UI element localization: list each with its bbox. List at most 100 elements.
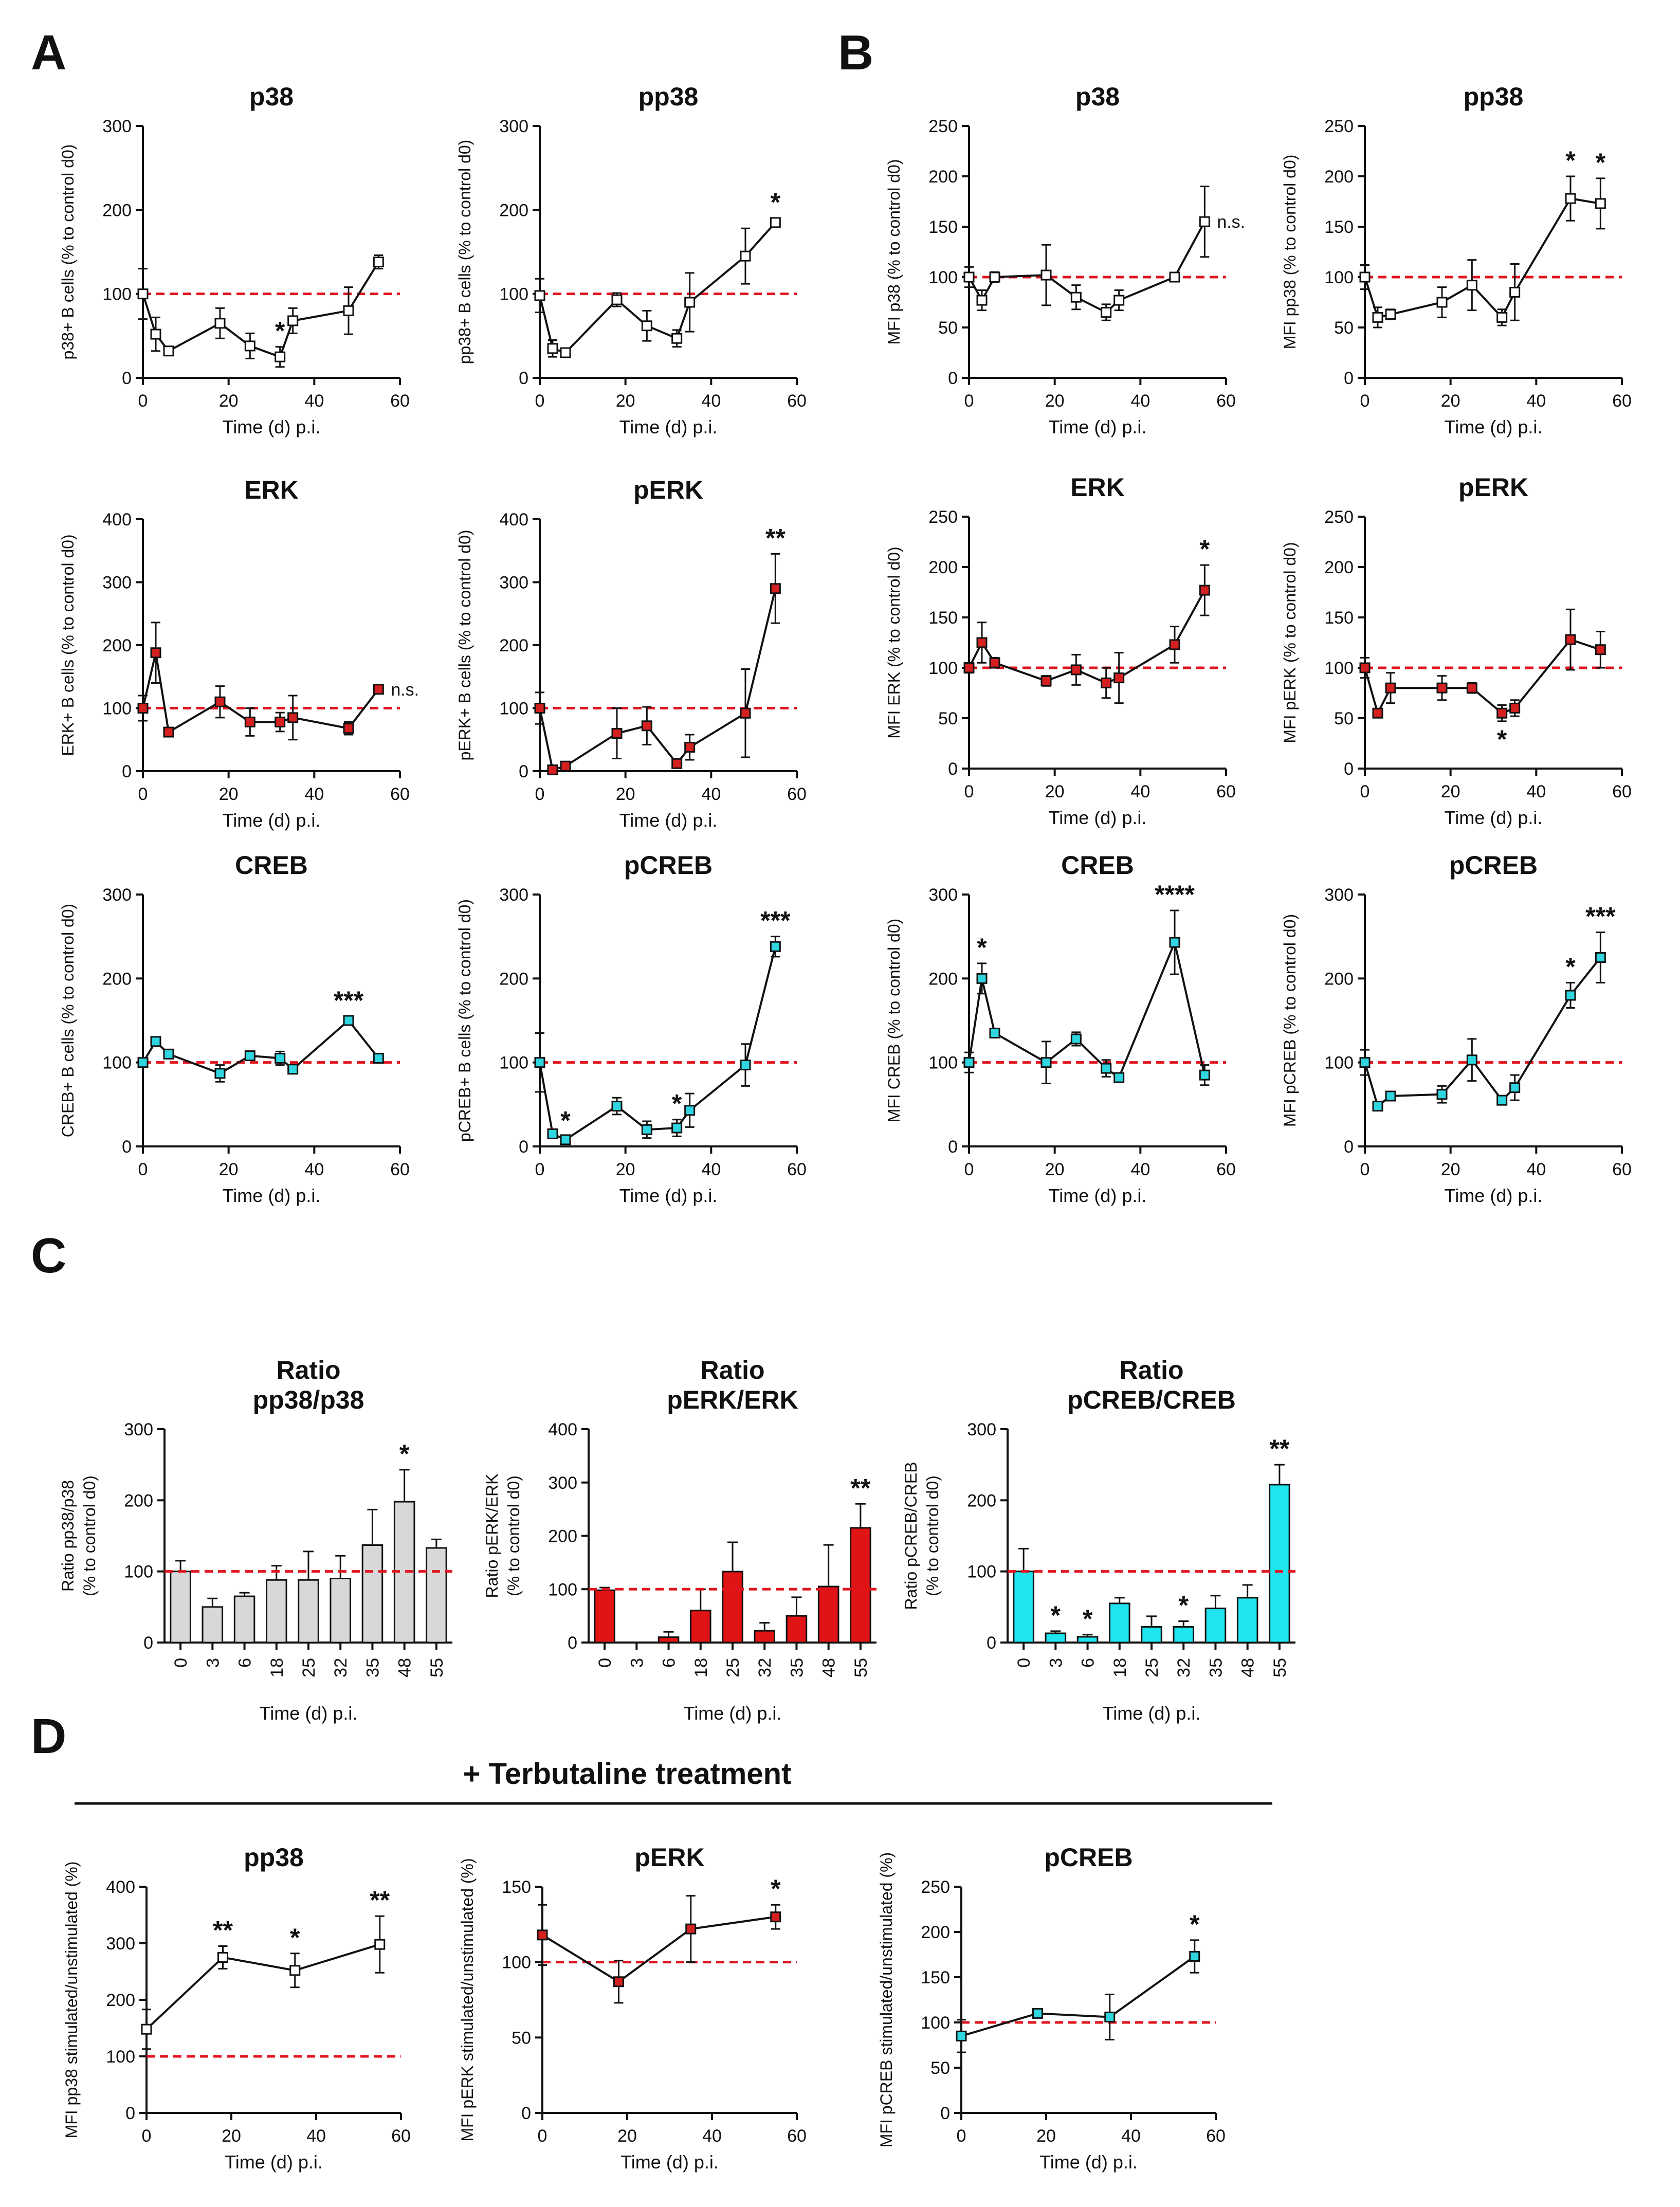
data-point-a2 xyxy=(611,294,623,305)
y-tick-label-b4: 200 xyxy=(1324,558,1354,577)
y-tick-label-b2: 200 xyxy=(1324,167,1354,187)
y-tick-label-a5: 300 xyxy=(102,885,132,905)
data-point-b6 xyxy=(1595,952,1606,963)
significance-label-a5: *** xyxy=(334,986,364,1015)
y-tick-label-b1: 250 xyxy=(928,117,958,136)
x-tick-label-b5: 20 xyxy=(1045,1160,1065,1179)
bar-c3 xyxy=(1013,1571,1034,1644)
bar-c1 xyxy=(202,1606,224,1644)
y-tick-label-b3: 50 xyxy=(938,709,958,728)
x-tick-label-d2: 40 xyxy=(702,2126,722,2146)
data-point-b4 xyxy=(1436,682,1448,694)
y-tick-label-a4: 100 xyxy=(499,699,528,719)
x-axis-label-a1: Time (d) p.i. xyxy=(223,416,321,437)
x-tick-label-c3: 0 xyxy=(1014,1658,1034,1668)
bar-c2 xyxy=(850,1527,871,1644)
y-axis-label-c2: (% to control d0) xyxy=(504,1475,523,1596)
y-tick-label-a1: 200 xyxy=(102,200,132,220)
x-tick-label-b2: 40 xyxy=(1526,391,1546,411)
x-tick-label-b3: 60 xyxy=(1216,782,1236,801)
x-tick-label-b5: 60 xyxy=(1216,1160,1236,1179)
x-tick-label-d1: 20 xyxy=(222,2126,241,2146)
y-tick-label-a1: 100 xyxy=(102,285,132,304)
chart-a5: CREB CREB+ B cells (% to control d0) 0 100 2… xyxy=(59,851,410,1206)
y-tick-label-c3: 300 xyxy=(967,1420,996,1439)
data-point-b2 xyxy=(1359,271,1371,283)
y-tick-label-b3: 250 xyxy=(928,507,958,527)
data-point-a2 xyxy=(560,347,571,358)
x-tick-label-d3: 0 xyxy=(957,2126,966,2146)
x-tick-label-c3: 6 xyxy=(1079,1658,1098,1668)
chart-title-c1: Ratio xyxy=(277,1356,341,1384)
data-point-b3 xyxy=(1169,639,1180,650)
x-tick-label-b1: 40 xyxy=(1130,391,1150,411)
data-point-d3 xyxy=(1189,1951,1200,1962)
data-point-d2 xyxy=(685,1923,697,1935)
chart-a2: pp38 pp38+ B cells (% to control d0) 0 100 2… xyxy=(455,82,807,437)
data-point-a6 xyxy=(641,1124,652,1135)
series-line-b3 xyxy=(968,590,1206,684)
significance-label-a2: * xyxy=(771,188,781,217)
data-point-a4 xyxy=(671,758,683,769)
data-point-b6 xyxy=(1565,990,1576,1001)
y-axis-label-a3: ERK+ B cells (% to control d0) xyxy=(59,534,77,756)
data-point-b5 xyxy=(1101,1063,1112,1074)
x-tick-label-d3: 20 xyxy=(1036,2126,1056,2146)
y-tick-label-b4: 250 xyxy=(1324,507,1354,527)
y-axis-label-b2: MFI pp38 (% to control d0) xyxy=(1281,155,1299,350)
data-point-d1 xyxy=(374,1939,386,1950)
y-tick-label-a6: 0 xyxy=(519,1137,528,1157)
x-tick-label-b3: 40 xyxy=(1130,782,1150,801)
bar-c1 xyxy=(298,1579,319,1644)
y-axis-label-b5: MFI CREB (% to control d0) xyxy=(885,919,903,1123)
data-point-a2 xyxy=(740,250,751,262)
data-point-a4 xyxy=(770,583,781,594)
data-point-a3 xyxy=(163,726,174,738)
data-point-a5 xyxy=(287,1064,299,1075)
data-point-b2 xyxy=(1372,312,1383,323)
bar-c1 xyxy=(426,1547,447,1644)
data-point-a6 xyxy=(770,941,781,952)
y-tick-label-a2: 0 xyxy=(519,369,528,388)
chart-title-a5: CREB xyxy=(235,851,308,880)
series-line-a4 xyxy=(539,588,777,772)
bar-c1 xyxy=(265,1579,287,1644)
data-point-a6 xyxy=(684,1105,696,1116)
panel-label-a: A xyxy=(31,25,66,80)
x-tick-label-c2: 18 xyxy=(691,1658,711,1677)
series-line-a2 xyxy=(539,222,776,354)
data-point-d1 xyxy=(289,1965,301,1976)
data-point-b6 xyxy=(1372,1101,1383,1112)
x-tick-label-b2: 20 xyxy=(1441,391,1460,411)
y-axis-label-d2: MFI pERK stimulated/unstimulated (%) xyxy=(458,1858,477,2141)
data-point-b4 xyxy=(1359,662,1371,673)
data-point-b4 xyxy=(1509,702,1521,714)
data-point-b5 xyxy=(1040,1057,1052,1068)
x-tick-label-a3: 0 xyxy=(138,785,148,804)
data-point-a2 xyxy=(641,320,652,332)
data-point-d3 xyxy=(956,2030,967,2041)
y-tick-label-d1: 0 xyxy=(125,2104,135,2123)
y-tick-label-b5: 100 xyxy=(928,1053,958,1073)
x-tick-label-d3: 40 xyxy=(1121,2126,1141,2146)
data-point-b5 xyxy=(1113,1072,1125,1083)
significance-label-b5: * xyxy=(977,933,987,962)
significance-label-a4: ** xyxy=(765,523,786,552)
significance-label-a6: *** xyxy=(760,906,791,935)
data-point-a4 xyxy=(740,707,751,719)
data-point-d1 xyxy=(217,1952,228,1963)
chart-title-c3: Ratio xyxy=(1120,1356,1184,1384)
y-tick-label-a5: 0 xyxy=(122,1137,132,1157)
data-point-b1 xyxy=(1113,295,1125,306)
data-point-b5 xyxy=(1199,1069,1210,1081)
chart-a6: pCREB pCREB+ B cells (% to control d0) 0 10… xyxy=(455,851,807,1206)
y-axis-label-a6: pCREB+ B cells (% to control d0) xyxy=(455,899,474,1142)
x-tick-label-b6: 20 xyxy=(1441,1160,1460,1179)
bar-c3 xyxy=(1204,1608,1227,1644)
x-axis-label-d2: Time (d) p.i. xyxy=(620,2151,719,2173)
x-tick-label-c1: 0 xyxy=(171,1658,191,1668)
x-tick-label-b6: 0 xyxy=(1360,1160,1370,1179)
data-point-b5 xyxy=(963,1057,975,1068)
